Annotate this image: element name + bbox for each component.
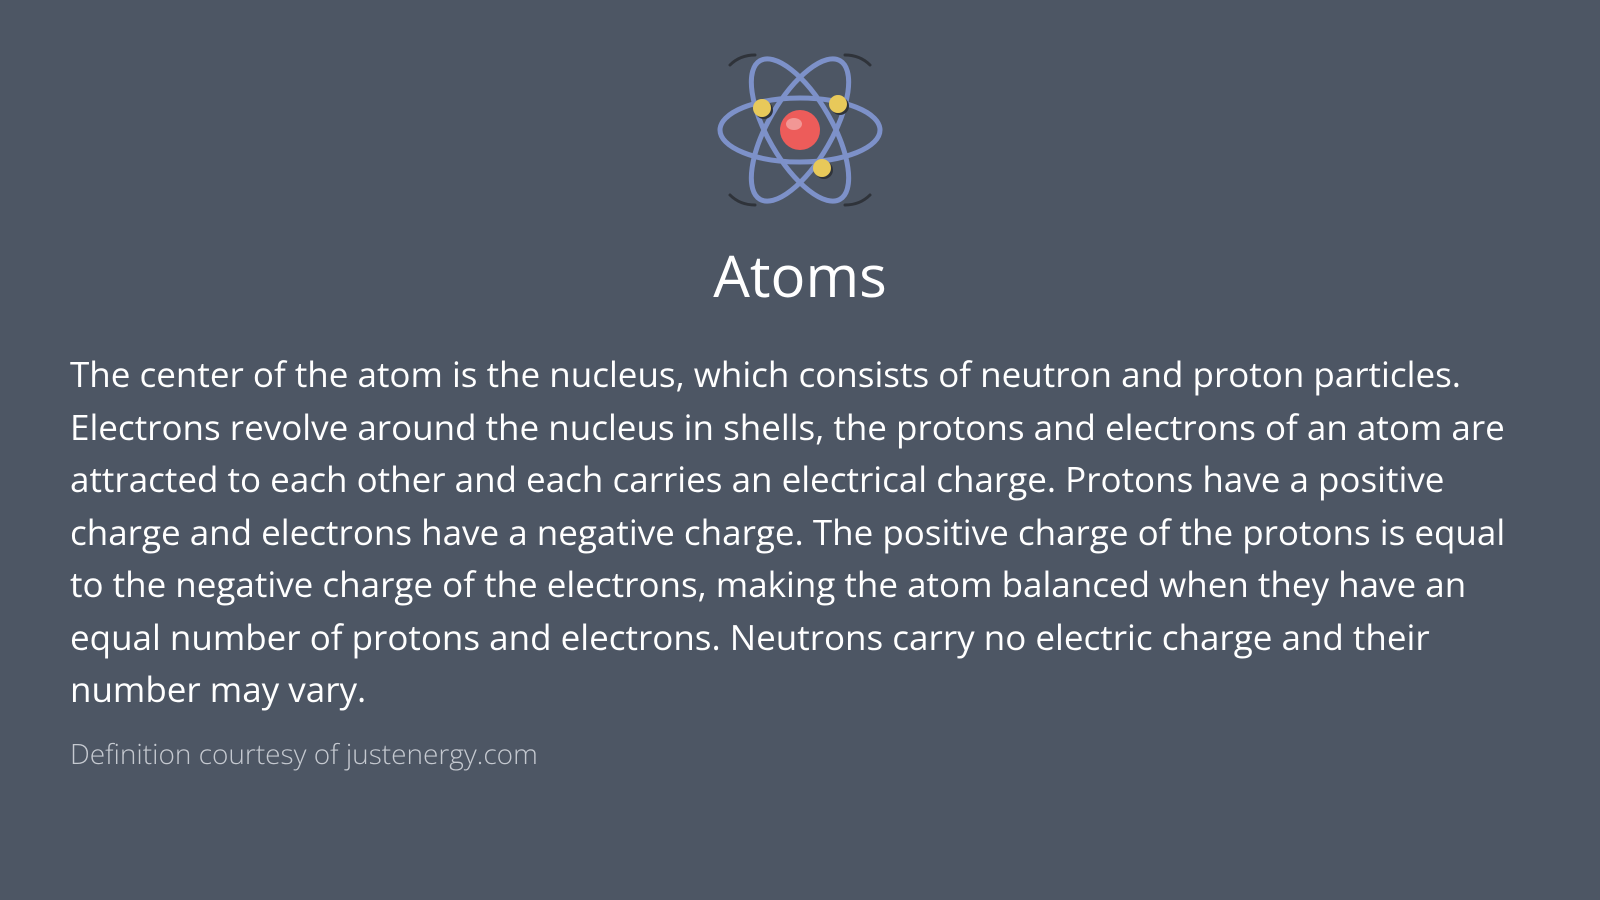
icon-wrapper <box>70 30 1530 230</box>
slide-container: Atoms The center of the atom is the nucl… <box>0 0 1600 900</box>
page-title: Atoms <box>70 235 1530 314</box>
atom-icon <box>700 30 900 230</box>
body-paragraph: The center of the atom is the nucleus, w… <box>70 349 1530 717</box>
attribution-text: Definition courtesy of justenergy.com <box>70 735 1530 773</box>
